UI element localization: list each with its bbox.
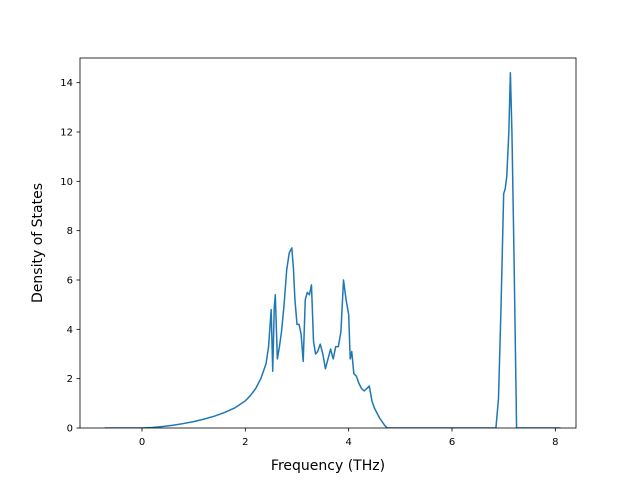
y-tick-label: 10 [60,177,73,188]
y-tick-label: 2 [67,374,73,385]
y-axis-ticks: 0 2 4 6 8 10 12 14 [60,78,80,435]
y-tick-label: 8 [67,226,73,237]
plot-area [79,57,577,429]
y-tick-label: 6 [67,276,73,287]
axes-frame [79,57,577,429]
x-tick-label: 2 [242,437,248,448]
y-tick-label: 0 [67,424,73,435]
y-axis-label: Density of States [30,183,46,303]
x-tick-label: 4 [345,437,351,448]
x-tick-label: 6 [449,437,455,448]
dos-curve-series [104,72,561,428]
y-tick-label: 14 [60,78,73,89]
y-tick-label: 12 [60,128,73,139]
x-axis-label: Frequency (THz) [271,458,385,474]
x-tick-label: 8 [552,437,558,448]
y-tick-label: 4 [67,325,73,336]
x-tick-label: 0 [139,437,145,448]
x-axis-ticks: 0 2 4 6 8 [139,428,559,448]
